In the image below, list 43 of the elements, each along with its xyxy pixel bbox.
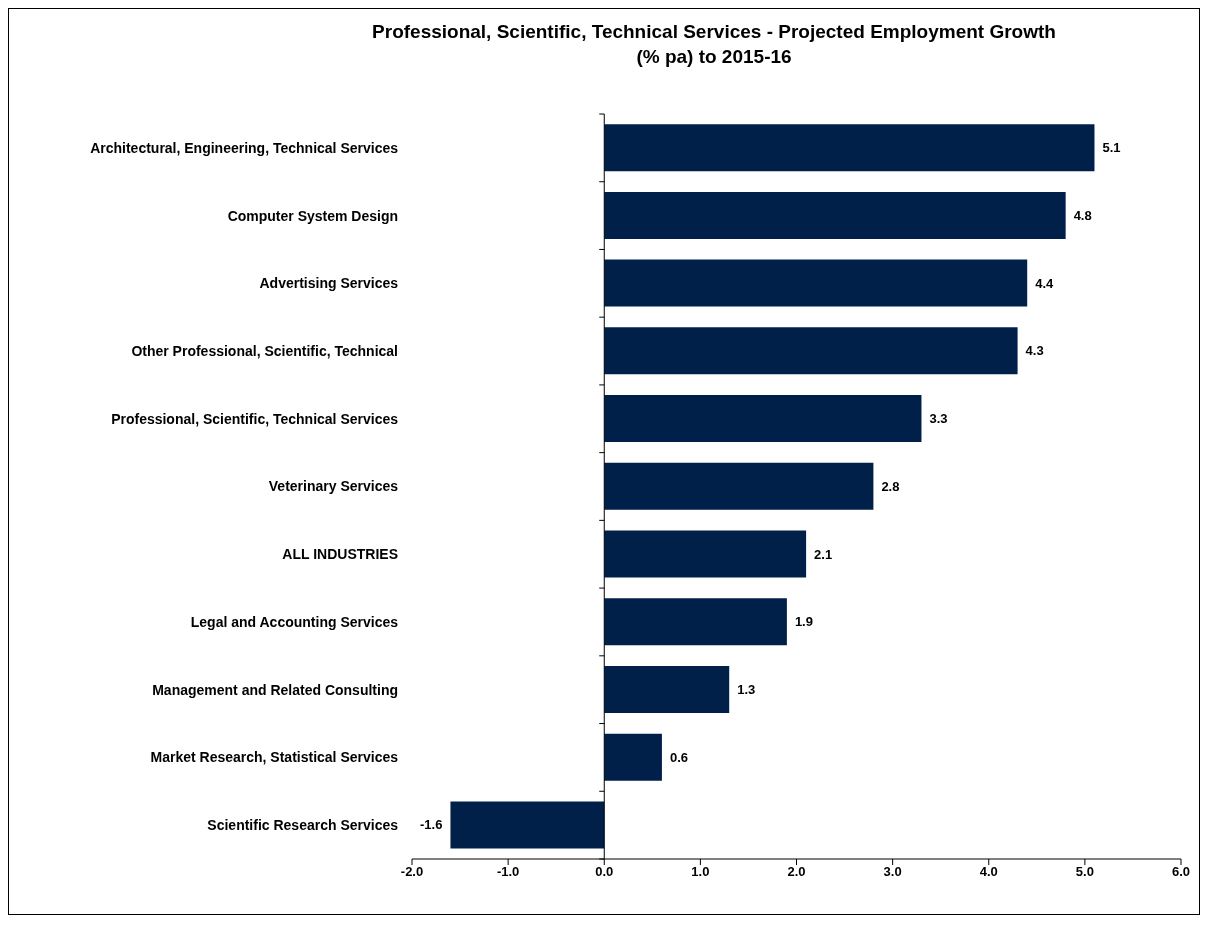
bar <box>604 598 787 646</box>
bar <box>450 801 605 849</box>
chart-title: Professional, Scientific, Technical Services - Projected Employment Growth (% pa) to 2015-16 <box>371 20 1057 69</box>
x-tick-label: 3.0 <box>883 864 902 880</box>
y-tick-label: Market Research, Statistical Services <box>150 749 399 766</box>
data-label: 1.9 <box>794 614 813 630</box>
y-tick-label: Veterinary Services <box>268 478 399 495</box>
x-tick-label: 4.0 <box>979 864 998 880</box>
bar <box>604 124 1095 172</box>
data-label: 1.3 <box>737 682 756 698</box>
y-tick-label: Other Professional, Scientific, Technical <box>131 343 398 360</box>
data-label: 2.8 <box>881 478 900 494</box>
data-label: 0.6 <box>669 749 688 765</box>
x-tick-label: 6.0 <box>1171 864 1191 880</box>
y-tick-label: Computer System Design <box>227 207 398 224</box>
bar <box>604 665 730 713</box>
y-tick-label: Professional, Scientific, Technical Services <box>111 410 399 427</box>
bar <box>604 191 1066 239</box>
x-tick-label: 5.0 <box>1075 864 1094 880</box>
bar <box>604 327 1018 375</box>
x-tick-label: -2.0 <box>400 864 424 880</box>
y-tick-label: Scientific Research Services <box>207 817 399 834</box>
data-label: 5.1 <box>1102 140 1121 156</box>
y-tick-label: Management and Related Consulting <box>152 681 398 698</box>
data-label: 2.1 <box>814 546 833 562</box>
bar <box>604 395 922 443</box>
x-tick-label: -1.0 <box>496 864 520 880</box>
y-tick-label: Legal and Accounting Services <box>190 613 399 630</box>
x-tick-label: 2.0 <box>787 864 806 880</box>
data-label: 4.4 <box>1035 275 1055 291</box>
y-tick-label: Advertising Services <box>259 275 399 292</box>
data-label: 3.3 <box>929 411 948 427</box>
bar <box>604 733 662 781</box>
y-tick-label: ALL INDUSTRIES <box>282 546 398 563</box>
data-label: -1.6 <box>420 817 443 833</box>
x-tick-label: 1.0 <box>691 864 710 880</box>
data-label: 4.8 <box>1073 207 1092 223</box>
bar <box>604 259 1028 307</box>
bar <box>604 530 807 578</box>
x-tick-label: 0.0 <box>595 864 614 880</box>
data-label: 4.3 <box>1025 343 1044 359</box>
bar <box>604 462 874 510</box>
y-tick-label: Architectural, Engineering, Technical Services <box>90 139 399 156</box>
